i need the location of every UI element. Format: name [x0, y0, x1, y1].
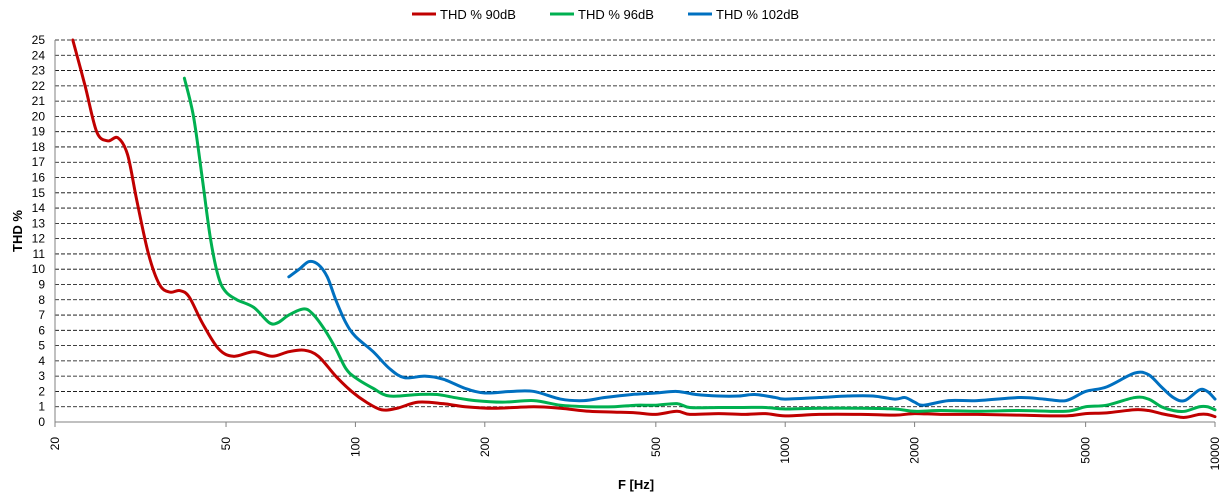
y-tick-label: 7	[38, 308, 45, 322]
axes	[54, 40, 1215, 423]
gridlines	[54, 39, 1216, 427]
y-tick-label: 9	[38, 277, 45, 291]
y-tick-label: 25	[32, 33, 46, 47]
y-tick-label: 19	[32, 125, 46, 139]
y-tick-label: 2	[38, 384, 45, 398]
x-tick-label: 200	[478, 437, 492, 457]
y-tick-label: 6	[38, 323, 45, 337]
x-tick-label: 5000	[1079, 437, 1093, 464]
y-tick-label: 1	[38, 400, 45, 414]
x-tick-label: 100	[348, 437, 362, 457]
y-tick-label: 22	[32, 79, 46, 93]
y-tick-label: 0	[38, 415, 45, 429]
legend-label-1: THD % 90dB	[440, 7, 516, 22]
y-tick-label: 16	[32, 171, 46, 185]
y-tick-label: 5	[38, 339, 45, 353]
y-tick-label: 18	[32, 140, 46, 154]
y-tick-label: 10	[32, 262, 46, 276]
y-tick-label: 17	[32, 155, 46, 169]
y-tick-label: 14	[32, 201, 46, 215]
series-lines	[71, 38, 1217, 419]
y-tick-label: 11	[33, 247, 46, 261]
x-tick-label: 500	[649, 437, 663, 457]
x-axis-title: F [Hz]	[618, 477, 654, 492]
y-tick-label: 3	[38, 369, 45, 383]
x-tick-label: 10000	[1208, 437, 1222, 471]
x-tick-label: 1000	[778, 437, 792, 464]
x-tick-label: 20	[48, 437, 62, 451]
y-tick-label: 4	[38, 354, 45, 368]
y-tick-label: 23	[32, 64, 46, 78]
y-tick-labels: 0123456789101112131415161718192021222324…	[32, 33, 46, 429]
y-tick-label: 15	[32, 186, 46, 200]
x-tick-label: 50	[219, 437, 233, 451]
series-line-1	[71, 38, 1217, 419]
x-tick-label: 2000	[908, 437, 922, 464]
series-line-2	[182, 76, 1217, 414]
y-tick-label: 21	[32, 94, 46, 108]
y-tick-label: 8	[38, 293, 45, 307]
y-tick-label: 24	[32, 48, 46, 62]
y-tick-label: 12	[32, 232, 46, 246]
legend: THD % 90dB THD % 96dB THD % 102dB	[412, 7, 799, 22]
legend-label-3: THD % 102dB	[716, 7, 799, 22]
series-line-3	[287, 259, 1217, 407]
x-tick-labels: 20 50 100 200 500 1000 2000 5000 10000	[48, 437, 1222, 471]
y-tick-label: 20	[32, 109, 46, 123]
y-axis-title: THD %	[10, 210, 25, 252]
y-tick-label: 13	[32, 216, 46, 230]
legend-label-2: THD % 96dB	[578, 7, 654, 22]
